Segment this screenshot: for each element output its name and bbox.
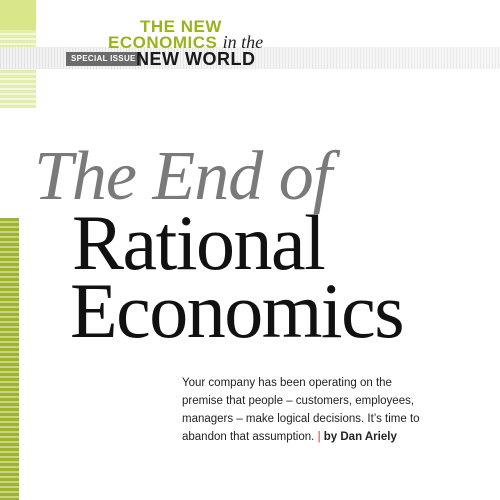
headline-line-1: The End of — [34, 138, 332, 215]
masthead-line-1: THE NEW — [140, 17, 222, 36]
article-deck: Your company has been operating on the p… — [182, 374, 422, 446]
masthead-economics: ECONOMICS — [108, 33, 218, 52]
masthead-in-the: in the — [222, 32, 264, 52]
special-issue-badge: SPECIAL ISSUE — [66, 52, 141, 66]
masthead-line-2: ECONOMICS in the — [108, 32, 264, 52]
masthead-line-3: NEW WORLD — [136, 49, 256, 69]
left-green-stripe-decoration — [0, 218, 19, 500]
byline-separator: | — [317, 431, 321, 443]
top-left-solid-decoration — [0, 0, 36, 30]
headline-line-3: Economics — [70, 267, 405, 354]
byline: by Dan Ariely — [323, 431, 397, 443]
headline-line-2: Rational — [72, 199, 326, 286]
deck-text: Your company has been operating on the p… — [182, 377, 420, 443]
